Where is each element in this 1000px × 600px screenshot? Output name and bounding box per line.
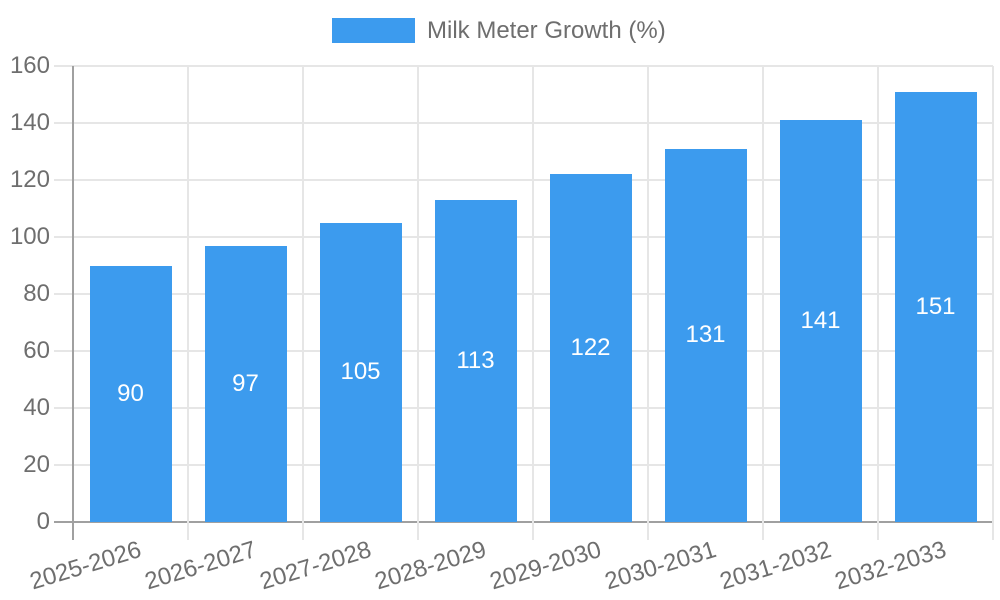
x-axis-tick-label: 2030-2031 [601, 536, 720, 596]
legend-label: Milk Meter Growth (%) [427, 17, 666, 44]
x-axis-baseline [54, 521, 993, 523]
y-axis-tick-label: 100 [9, 223, 50, 250]
y-axis-tick-label: 0 [36, 508, 50, 535]
x-gridline [187, 66, 189, 540]
y-axis-tick-label: 120 [9, 166, 50, 193]
x-gridline [417, 66, 419, 540]
x-gridline [877, 66, 879, 540]
x-axis-tick-label: 2032-2033 [831, 536, 950, 596]
y-gridline [54, 122, 993, 124]
bar[interactable] [549, 174, 632, 522]
y-axis-tick-label: 60 [23, 337, 50, 364]
bar-value-label: 113 [456, 346, 495, 374]
x-axis-tick-label: 2029-2030 [486, 536, 605, 596]
bar[interactable] [664, 148, 747, 522]
bar[interactable] [894, 91, 977, 522]
y-gridline [54, 407, 993, 409]
y-gridline [54, 464, 993, 466]
x-gridline [532, 66, 534, 540]
x-gridline [647, 66, 649, 540]
bar[interactable] [434, 199, 517, 522]
x-axis-tick-label: 2026-2027 [141, 536, 260, 596]
y-axis-line [72, 66, 74, 540]
y-axis-tick-label: 140 [9, 109, 50, 136]
x-axis-tick-label: 2027-2028 [256, 536, 375, 596]
legend-item[interactable]: Milk Meter Growth (%) [332, 18, 666, 43]
x-gridline [992, 66, 994, 540]
y-axis-tick-label: 40 [23, 394, 50, 421]
bar[interactable] [319, 222, 402, 522]
bar-value-label: 122 [570, 334, 611, 362]
x-axis-tick-label: 2028-2029 [371, 536, 490, 596]
x-gridline [762, 66, 764, 540]
bar-value-label: 131 [685, 321, 726, 349]
y-gridline [54, 65, 993, 67]
y-axis-tick-label: 160 [9, 52, 50, 79]
y-gridline [54, 350, 993, 352]
y-gridline [54, 179, 993, 181]
bar[interactable] [779, 120, 862, 522]
bar[interactable] [204, 245, 287, 522]
bar-value-label: 90 [117, 379, 144, 407]
x-axis-tick-label: 2031-2032 [716, 536, 835, 596]
y-gridline [54, 236, 993, 238]
bar-value-label: 151 [915, 292, 956, 320]
y-axis-tick-label: 20 [23, 451, 50, 478]
bar[interactable] [89, 265, 172, 522]
y-axis-tick-label: 80 [23, 280, 50, 307]
bar-value-label: 105 [340, 358, 381, 386]
bar-value-label: 141 [800, 307, 841, 335]
x-axis-tick-label: 2025-2026 [26, 536, 145, 596]
bar-value-label: 97 [232, 369, 259, 397]
y-gridline [54, 293, 993, 295]
legend-swatch-icon [332, 18, 415, 43]
x-gridline [302, 66, 304, 540]
